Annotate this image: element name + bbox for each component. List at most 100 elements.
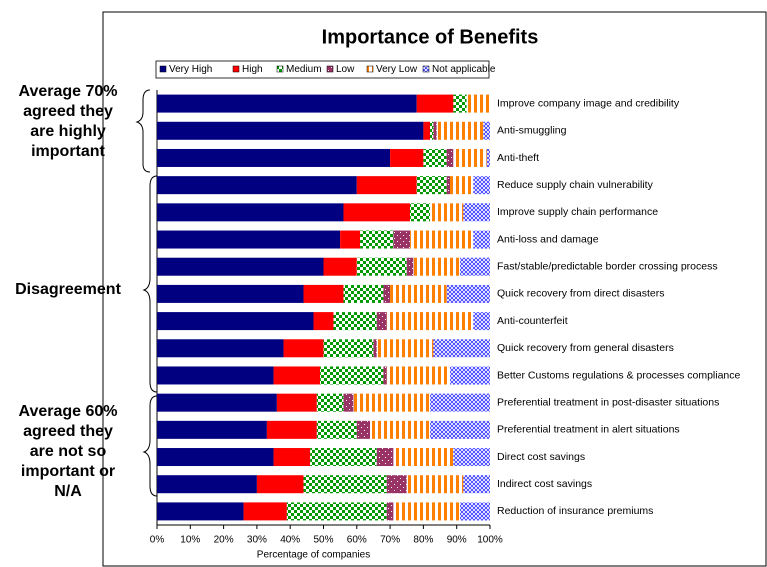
bar-segment <box>283 339 324 358</box>
legend-label: Low <box>336 64 355 75</box>
bar-segment <box>376 339 434 358</box>
annotation: Average 70% <box>18 83 117 100</box>
bar-segment <box>273 366 321 385</box>
bar-segment <box>393 502 461 521</box>
bar-segment <box>416 176 447 195</box>
bar-segment <box>436 121 484 140</box>
legend-label: High <box>242 64 263 75</box>
bar-segment <box>406 475 464 494</box>
bar-segment <box>430 420 490 439</box>
bar-segment <box>157 420 267 439</box>
bar-segment <box>383 284 391 303</box>
legend-swatch <box>422 65 430 73</box>
legend-swatch <box>232 65 240 73</box>
x-tick-label: 0% <box>150 535 165 546</box>
bar-segment <box>386 475 407 494</box>
bar-segment <box>157 448 274 467</box>
bar-segment <box>450 366 490 385</box>
category-label: Anti-theft <box>497 152 539 164</box>
bar-segment <box>266 420 317 439</box>
bar-segment <box>276 393 317 412</box>
bar-segment <box>157 230 341 249</box>
bar-segment <box>320 366 384 385</box>
bar-segment <box>310 448 377 467</box>
category-label: Preferential treatment in post-disaster … <box>497 396 719 408</box>
bar-segment <box>243 502 287 521</box>
bar-segment <box>393 230 411 249</box>
x-tick-label: 60% <box>347 535 367 546</box>
bar-segment <box>463 475 490 494</box>
bar-segment <box>356 257 407 276</box>
bar-segment <box>406 257 414 276</box>
bar-segment <box>376 312 387 331</box>
x-tick-label: 90% <box>447 535 467 546</box>
annotation: are not so <box>30 443 107 460</box>
x-tick-label: 80% <box>413 535 433 546</box>
category-label: Quick recovery from direct disasters <box>497 288 664 300</box>
category-label: Anti-loss and damage <box>497 233 599 245</box>
category-label: Preferential treatment in alert situatio… <box>497 424 680 436</box>
bar-segment <box>373 339 377 358</box>
bar-segment <box>386 502 394 521</box>
bar-segment <box>423 148 447 167</box>
bar-segment <box>316 420 357 439</box>
bar-segment <box>430 121 434 140</box>
bar-segment <box>286 502 387 521</box>
brace <box>142 175 158 393</box>
bar-segment <box>157 284 304 303</box>
legend-box <box>155 60 490 79</box>
bar-segment <box>343 393 354 412</box>
bar-segment <box>386 312 474 331</box>
legend-swatch <box>276 65 284 73</box>
category-label: Fast/stable/predictable border crossing … <box>497 261 718 273</box>
category-label: Improve supply chain performance <box>497 206 658 218</box>
bar-segment <box>430 203 464 222</box>
annotation: Disagreement <box>15 281 121 298</box>
bar-segment <box>473 176 490 195</box>
annotation: are highly <box>30 123 106 140</box>
bar-segment <box>323 257 357 276</box>
x-tick-label: 20% <box>214 535 234 546</box>
legend-label: Very Low <box>376 64 418 75</box>
bar-segment <box>157 176 357 195</box>
bar-segment <box>303 475 387 494</box>
bar-segment <box>376 448 394 467</box>
bar-segment <box>386 366 451 385</box>
bar-segment <box>450 176 474 195</box>
x-tick-label: 70% <box>380 535 400 546</box>
bar-segment <box>256 475 304 494</box>
brace <box>135 89 151 173</box>
bar-segment <box>340 230 361 249</box>
bar-segment <box>157 393 277 412</box>
bar-segment <box>483 121 490 140</box>
annotation: Average 60% <box>18 403 117 420</box>
bar-segment <box>353 393 431 412</box>
bar-segment <box>430 393 490 412</box>
bar-segment <box>453 94 467 113</box>
annotation: agreed they <box>23 423 113 440</box>
bar-segment <box>316 393 344 412</box>
bar-segment <box>333 312 377 331</box>
category-label: Indirect cost savings <box>497 478 592 490</box>
x-tick-label: 10% <box>180 535 200 546</box>
bar-segment <box>460 257 490 276</box>
bar-segment <box>356 176 417 195</box>
bar-segment <box>157 339 284 358</box>
category-label: Improve company image and credibility <box>497 97 680 109</box>
bar-segment <box>423 121 431 140</box>
legend-label: Medium <box>286 64 322 75</box>
category-label: Anti-smuggling <box>497 125 567 137</box>
bar-segment <box>356 420 371 439</box>
bar-segment <box>410 230 474 249</box>
legend-swatch <box>159 65 167 73</box>
annotation: agreed they <box>23 103 113 120</box>
legend-swatch <box>326 65 334 73</box>
bar-segment <box>157 475 257 494</box>
legend-swatch <box>366 65 374 73</box>
bar-segment <box>433 121 437 140</box>
chart-title: Importance of Benefits <box>322 26 539 48</box>
bar-segment <box>466 94 490 113</box>
bar-segment <box>453 448 490 467</box>
bar-segment <box>323 339 374 358</box>
